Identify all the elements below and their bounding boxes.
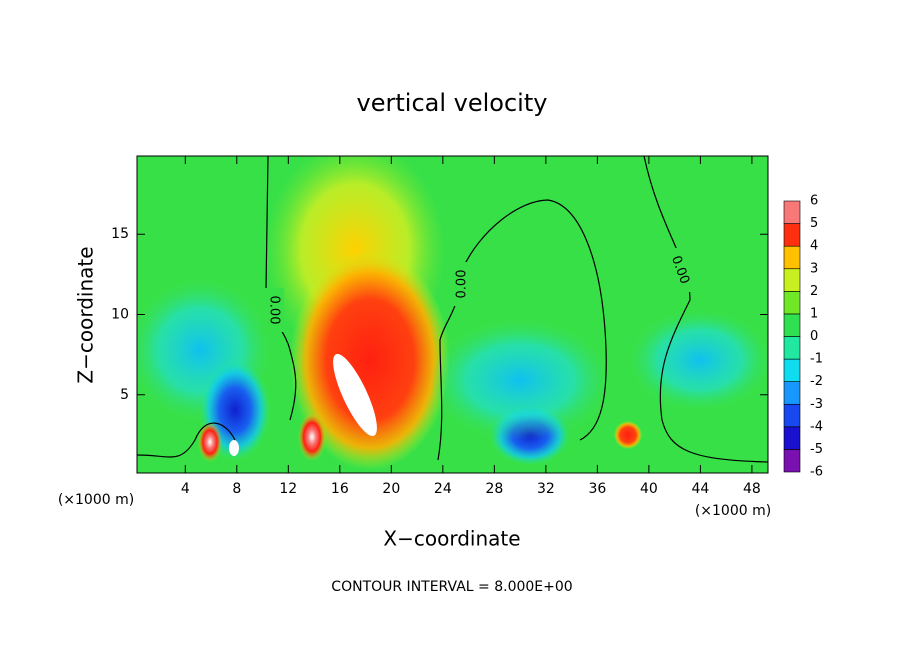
colorbar-label: -2 bbox=[810, 374, 823, 389]
y-tick-label: 15 bbox=[111, 226, 129, 242]
colorbar-label: -5 bbox=[810, 442, 823, 457]
x-tick-label: 36 bbox=[588, 481, 606, 497]
colorbar-label: 3 bbox=[810, 261, 818, 276]
field-blob bbox=[333, 353, 377, 437]
x-tick-label: 40 bbox=[640, 481, 658, 497]
colorbar-band bbox=[783, 200, 801, 224]
colorbar-label: 5 bbox=[810, 216, 818, 231]
x-tick-label: 20 bbox=[382, 481, 400, 497]
colorbar-label: -1 bbox=[810, 352, 823, 367]
x-unit-label: (×1000 m) bbox=[58, 492, 134, 508]
field-blob bbox=[198, 422, 222, 462]
contour-label: 0.00 bbox=[267, 296, 282, 325]
field bbox=[137, 156, 768, 473]
colorbar-label: -4 bbox=[810, 419, 823, 434]
x-tick-label: 12 bbox=[279, 481, 297, 497]
contour-label-bg bbox=[262, 288, 284, 332]
contour-label-bg bbox=[450, 262, 476, 306]
contour-label-bg bbox=[665, 248, 693, 292]
field-blob bbox=[430, 320, 610, 440]
colorbar-band bbox=[783, 291, 801, 315]
contour-label: 0.00 bbox=[455, 270, 470, 299]
colorbar-label: 4 bbox=[810, 239, 818, 254]
colorbar-label: -3 bbox=[810, 397, 823, 412]
colorbar-label: 0 bbox=[810, 329, 818, 344]
colorbar-band bbox=[783, 403, 801, 428]
colorbar-band bbox=[783, 245, 801, 270]
colorbar-label: 6 bbox=[810, 194, 818, 209]
x-tick-label: 16 bbox=[331, 481, 349, 497]
colorbar-label: -6 bbox=[810, 465, 823, 480]
field-blob bbox=[298, 413, 326, 461]
y-tick-label: 10 bbox=[111, 307, 129, 323]
field-blob bbox=[614, 421, 642, 449]
colorbar-label: 1 bbox=[810, 306, 818, 321]
colorbar-band bbox=[783, 268, 801, 292]
colorbar-band bbox=[783, 336, 801, 360]
x-tick-label: 48 bbox=[743, 481, 761, 497]
x-axis-label: X−coordinate bbox=[383, 527, 520, 551]
field-blob bbox=[290, 250, 450, 470]
colorbar-band bbox=[783, 426, 801, 450]
colorbar-band bbox=[783, 223, 801, 247]
field-blob bbox=[630, 310, 768, 410]
x-tick-label: 8 bbox=[232, 481, 241, 497]
x-tick-label: 28 bbox=[485, 481, 503, 497]
colorbar-band bbox=[783, 313, 801, 337]
field-blob bbox=[229, 440, 239, 456]
colorbar-band bbox=[783, 358, 801, 382]
x-tick-label: 24 bbox=[434, 481, 452, 497]
colorbar-band bbox=[783, 449, 801, 473]
colorbar-band bbox=[783, 381, 801, 405]
contour-interval-note: CONTOUR INTERVAL = 8.000E+00 bbox=[331, 579, 572, 595]
x-tick-label: 44 bbox=[691, 481, 709, 497]
x-tick-label: 32 bbox=[537, 481, 555, 497]
chart-title: vertical velocity bbox=[357, 89, 548, 117]
contour-line bbox=[137, 156, 768, 463]
y-axis-label: Z−coordinate bbox=[74, 246, 98, 383]
x-tick-label: 4 bbox=[181, 481, 190, 497]
y-tick-label: 5 bbox=[120, 387, 129, 403]
colorbar-label: 2 bbox=[810, 284, 818, 299]
x-unit-label: (×1000 m) bbox=[695, 503, 771, 519]
